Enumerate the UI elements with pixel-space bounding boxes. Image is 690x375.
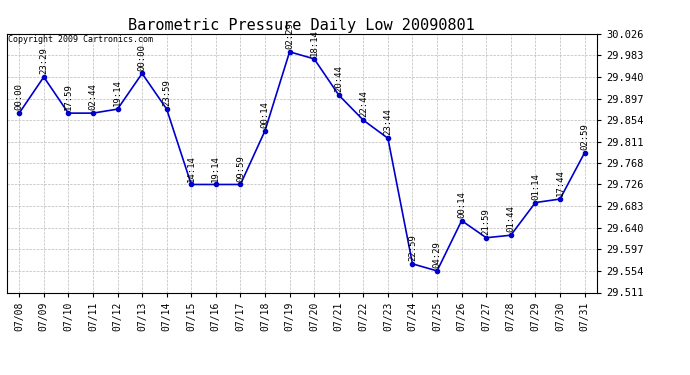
Text: 23:44: 23:44 xyxy=(384,109,393,135)
Text: 00:00: 00:00 xyxy=(14,84,23,110)
Text: 00:14: 00:14 xyxy=(457,191,466,218)
Text: 17:44: 17:44 xyxy=(555,170,564,196)
Text: 14:14: 14:14 xyxy=(187,155,196,182)
Text: 02:59: 02:59 xyxy=(580,123,589,150)
Text: Copyright 2009 Cartronics.com: Copyright 2009 Cartronics.com xyxy=(8,35,153,44)
Text: 22:44: 22:44 xyxy=(359,90,368,117)
Text: 09:59: 09:59 xyxy=(236,155,245,182)
Text: 23:29: 23:29 xyxy=(39,47,48,74)
Text: 18:14: 18:14 xyxy=(310,29,319,56)
Text: 21:59: 21:59 xyxy=(482,208,491,235)
Text: 00:14: 00:14 xyxy=(261,101,270,128)
Text: 01:44: 01:44 xyxy=(506,206,515,232)
Text: 23:59: 23:59 xyxy=(162,80,171,106)
Text: 20:44: 20:44 xyxy=(334,65,343,92)
Text: 17:59: 17:59 xyxy=(64,84,73,110)
Text: 02:44: 02:44 xyxy=(88,84,97,110)
Text: 01:14: 01:14 xyxy=(531,173,540,200)
Text: 19:14: 19:14 xyxy=(211,155,220,182)
Title: Barometric Pressure Daily Low 20090801: Barometric Pressure Daily Low 20090801 xyxy=(128,18,475,33)
Text: 04:29: 04:29 xyxy=(433,241,442,268)
Text: 22:59: 22:59 xyxy=(408,234,417,261)
Text: 02:29: 02:29 xyxy=(285,22,294,49)
Text: 00:00: 00:00 xyxy=(137,44,146,70)
Text: 19:14: 19:14 xyxy=(113,80,122,106)
